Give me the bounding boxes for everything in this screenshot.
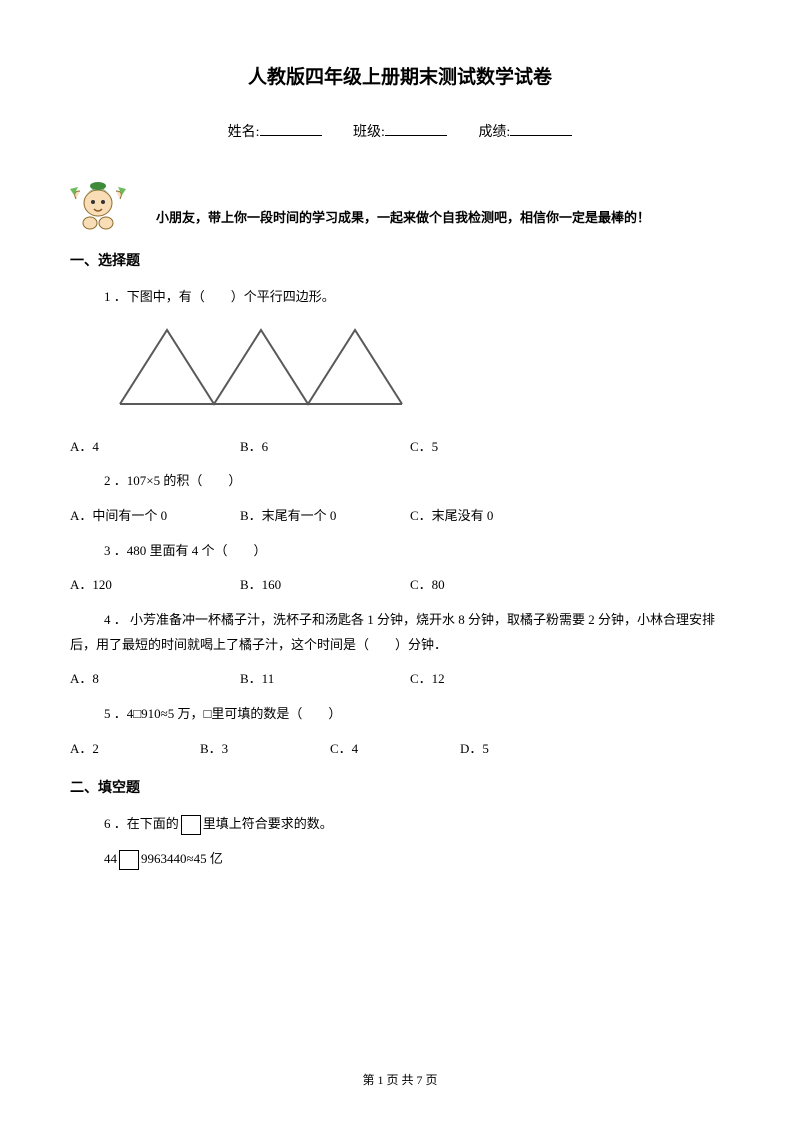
q6-box1[interactable] <box>181 815 201 835</box>
q1-options: A．4 B．6 C．5 <box>70 435 730 460</box>
q6-line1: 6 ．在下面的 里填上符合要求的数。 <box>104 812 730 837</box>
q6-pre: 6 ．在下面的 <box>104 816 179 831</box>
q5-opt-a: A．2 <box>70 737 200 762</box>
mascot-icon <box>70 169 126 231</box>
q6-line2: 44 9963440≈45 亿 <box>104 847 730 872</box>
q1-opt-a: A．4 <box>70 435 240 460</box>
score-label: 成绩: <box>478 125 510 140</box>
q2-opt-a: A．中间有一个 0 <box>70 504 240 529</box>
q5-opt-b: B．3 <box>200 737 330 762</box>
q2-text: 2 ．107×5 的积（ ） <box>104 469 730 494</box>
section-1-heading: 一、选择题 <box>70 249 730 276</box>
q6-l2a: 44 <box>104 851 117 866</box>
class-blank[interactable] <box>385 121 447 136</box>
q1-text: 1 ．下图中，有（ ）个平行四边形。 <box>104 285 730 310</box>
name-label: 姓名: <box>228 125 260 140</box>
section-2-heading: 二、填空题 <box>70 776 730 803</box>
q1-opt-c: C．5 <box>410 435 580 460</box>
score-blank[interactable] <box>510 121 572 136</box>
q4-opt-b: B．11 <box>240 667 410 692</box>
q4-options: A．8 B．11 C．12 <box>70 667 730 692</box>
info-line: 姓名: 班级: 成绩: <box>70 120 730 147</box>
q6-box2[interactable] <box>119 850 139 870</box>
q4-opt-a: A．8 <box>70 667 240 692</box>
q5-opt-d: D．5 <box>460 737 590 762</box>
page-footer: 第 1 页 共 7 页 <box>0 1069 800 1092</box>
name-blank[interactable] <box>260 121 322 136</box>
q2-opt-c: C．末尾没有 0 <box>410 504 580 529</box>
page-title: 人教版四年级上册期末测试数学试卷 <box>70 60 730 96</box>
class-label: 班级: <box>353 125 385 140</box>
q5-options: A．2 B．3 C．4 D．5 <box>70 737 730 762</box>
q5-text: 5 ．4□910≈5 万，□里可填的数是（ ） <box>104 702 730 727</box>
q1-figure <box>100 322 730 421</box>
q4-opt-c: C．12 <box>410 667 580 692</box>
q3-opt-b: B．160 <box>240 573 410 598</box>
q2-options: A．中间有一个 0 B．末尾有一个 0 C．末尾没有 0 <box>70 504 730 529</box>
triangle-strip <box>120 330 402 404</box>
q1-opt-b: B．6 <box>240 435 410 460</box>
q3-options: A．120 B．160 C．80 <box>70 573 730 598</box>
q6-l2b: 9963440≈45 亿 <box>141 851 223 866</box>
q5-opt-c: C．4 <box>330 737 460 762</box>
q2-opt-b: B．末尾有一个 0 <box>240 504 410 529</box>
intro-text: 小朋友，带上你一段时间的学习成果，一起来做个自我检测吧，相信你一定是最棒的！ <box>156 206 650 231</box>
q3-opt-c: C．80 <box>410 573 580 598</box>
q4-text: 4 ． 小芳准备冲一杯橘子汁，洗杯子和汤匙各 1 分钟，烧开水 8 分钟，取橘子… <box>70 608 730 657</box>
q3-opt-a: A．120 <box>70 573 240 598</box>
q6-post: 里填上符合要求的数。 <box>203 816 333 831</box>
q3-text: 3 ．480 里面有 4 个（ ） <box>104 539 730 564</box>
